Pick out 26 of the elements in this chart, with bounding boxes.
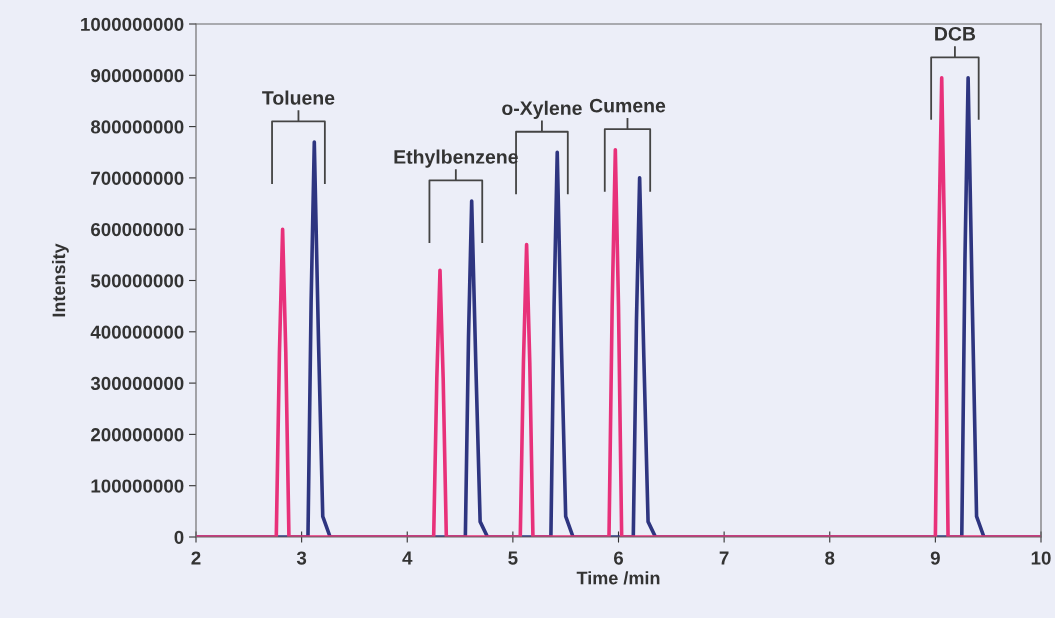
y-tick-label: 200000000 — [91, 428, 184, 442]
y-axis-title: Intensity — [51, 243, 69, 317]
y-tick-label: 0 — [174, 530, 184, 544]
y-tick-label: 900000000 — [91, 69, 184, 83]
x-tick-label: 7 — [719, 551, 729, 565]
annotation: Toluene — [262, 90, 335, 105]
x-axis-title: Time /min — [576, 571, 660, 585]
annotation: DCB — [935, 26, 976, 41]
x-tick-label: 8 — [825, 551, 835, 565]
x-tick-label: 4 — [402, 551, 413, 565]
y-tick-label: 1000000000 — [81, 17, 184, 31]
y-tick-label: 600000000 — [91, 222, 184, 237]
annotation: o-Xylene — [502, 100, 582, 119]
y-tick-label: 300000000 — [90, 376, 184, 391]
annotation: Cumene — [589, 98, 666, 113]
y-tick-label: 400000000 — [90, 325, 184, 339]
y-tick-label: 700000000 — [91, 171, 184, 185]
x-tick-label: 10 — [1031, 551, 1051, 565]
y-tick-label: 800000000 — [90, 120, 184, 134]
y-tick-label: 500000000 — [90, 274, 184, 288]
y-tick-label: 100000000 — [91, 479, 184, 493]
x-tick-label: 5 — [508, 551, 518, 565]
x-tick-label: 9 — [930, 551, 940, 565]
x-tick-label: 6 — [613, 551, 624, 565]
x-tick-label: 3 — [296, 551, 307, 565]
x-tick-label: 2 — [191, 551, 201, 565]
